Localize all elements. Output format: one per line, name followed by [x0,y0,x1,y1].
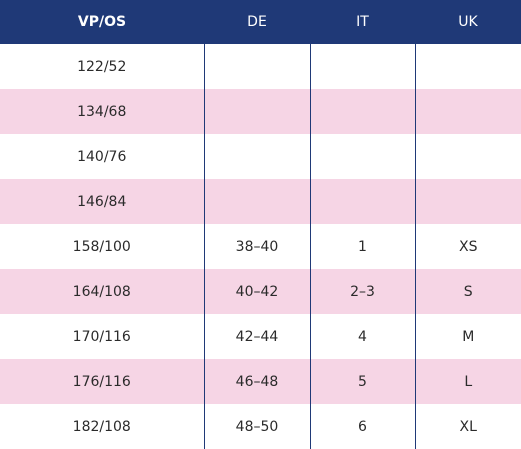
cell-uk [414,44,521,89]
cell-it [309,179,415,224]
cell-uk: M [414,314,521,359]
column-header-de: DE [204,0,310,44]
cell-uk: S [414,269,521,314]
cell-de: 48–50 [203,404,310,449]
cell-uk [414,89,521,134]
table-row: 134/68 [0,89,521,134]
table-row: 176/116 46–48 5 L [0,359,521,404]
cell-uk [414,134,521,179]
cell-it: 4 [309,314,415,359]
table-row: 146/84 [0,179,521,224]
cell-vp-os: 170/116 [0,314,204,359]
table-row: 182/108 48–50 6 XL [0,404,521,449]
cell-it [309,89,415,134]
cell-de: 46–48 [203,359,310,404]
cell-de: 42–44 [203,314,310,359]
cell-it: 6 [309,404,415,449]
column-header-vp-os: VP/OS [0,0,204,44]
cell-it: 2–3 [309,269,415,314]
table-row: 170/116 42–44 4 M [0,314,521,359]
table-header: VP/OS DE IT UK [0,0,521,44]
cell-uk: XL [414,404,521,449]
cell-vp-os: 164/108 [0,269,204,314]
cell-it [309,44,415,89]
cell-vp-os: 176/116 [0,359,204,404]
table-body: 122/52 134/68 140/76 146/84 158/100 38–4… [0,44,521,449]
cell-vp-os: 146/84 [0,179,204,224]
column-header-it: IT [310,0,415,44]
cell-uk [414,179,521,224]
cell-de [203,44,310,89]
cell-vp-os: 140/76 [0,134,204,179]
cell-it [309,134,415,179]
cell-vp-os: 158/100 [0,224,204,269]
cell-vp-os: 182/108 [0,404,204,449]
cell-vp-os: 122/52 [0,44,204,89]
table-row: 122/52 [0,44,521,89]
cell-vp-os: 134/68 [0,89,204,134]
cell-de [203,179,310,224]
header-row: VP/OS DE IT UK [0,0,521,44]
cell-de: 38–40 [203,224,310,269]
table-row: 140/76 [0,134,521,179]
table-row: 164/108 40–42 2–3 S [0,269,521,314]
cell-de: 40–42 [203,269,310,314]
cell-de [203,89,310,134]
table-row: 158/100 38–40 1 XS [0,224,521,269]
cell-de [203,134,310,179]
column-header-uk: UK [415,0,521,44]
cell-uk: XS [414,224,521,269]
cell-it: 5 [309,359,415,404]
cell-uk: L [414,359,521,404]
cell-it: 1 [309,224,415,269]
